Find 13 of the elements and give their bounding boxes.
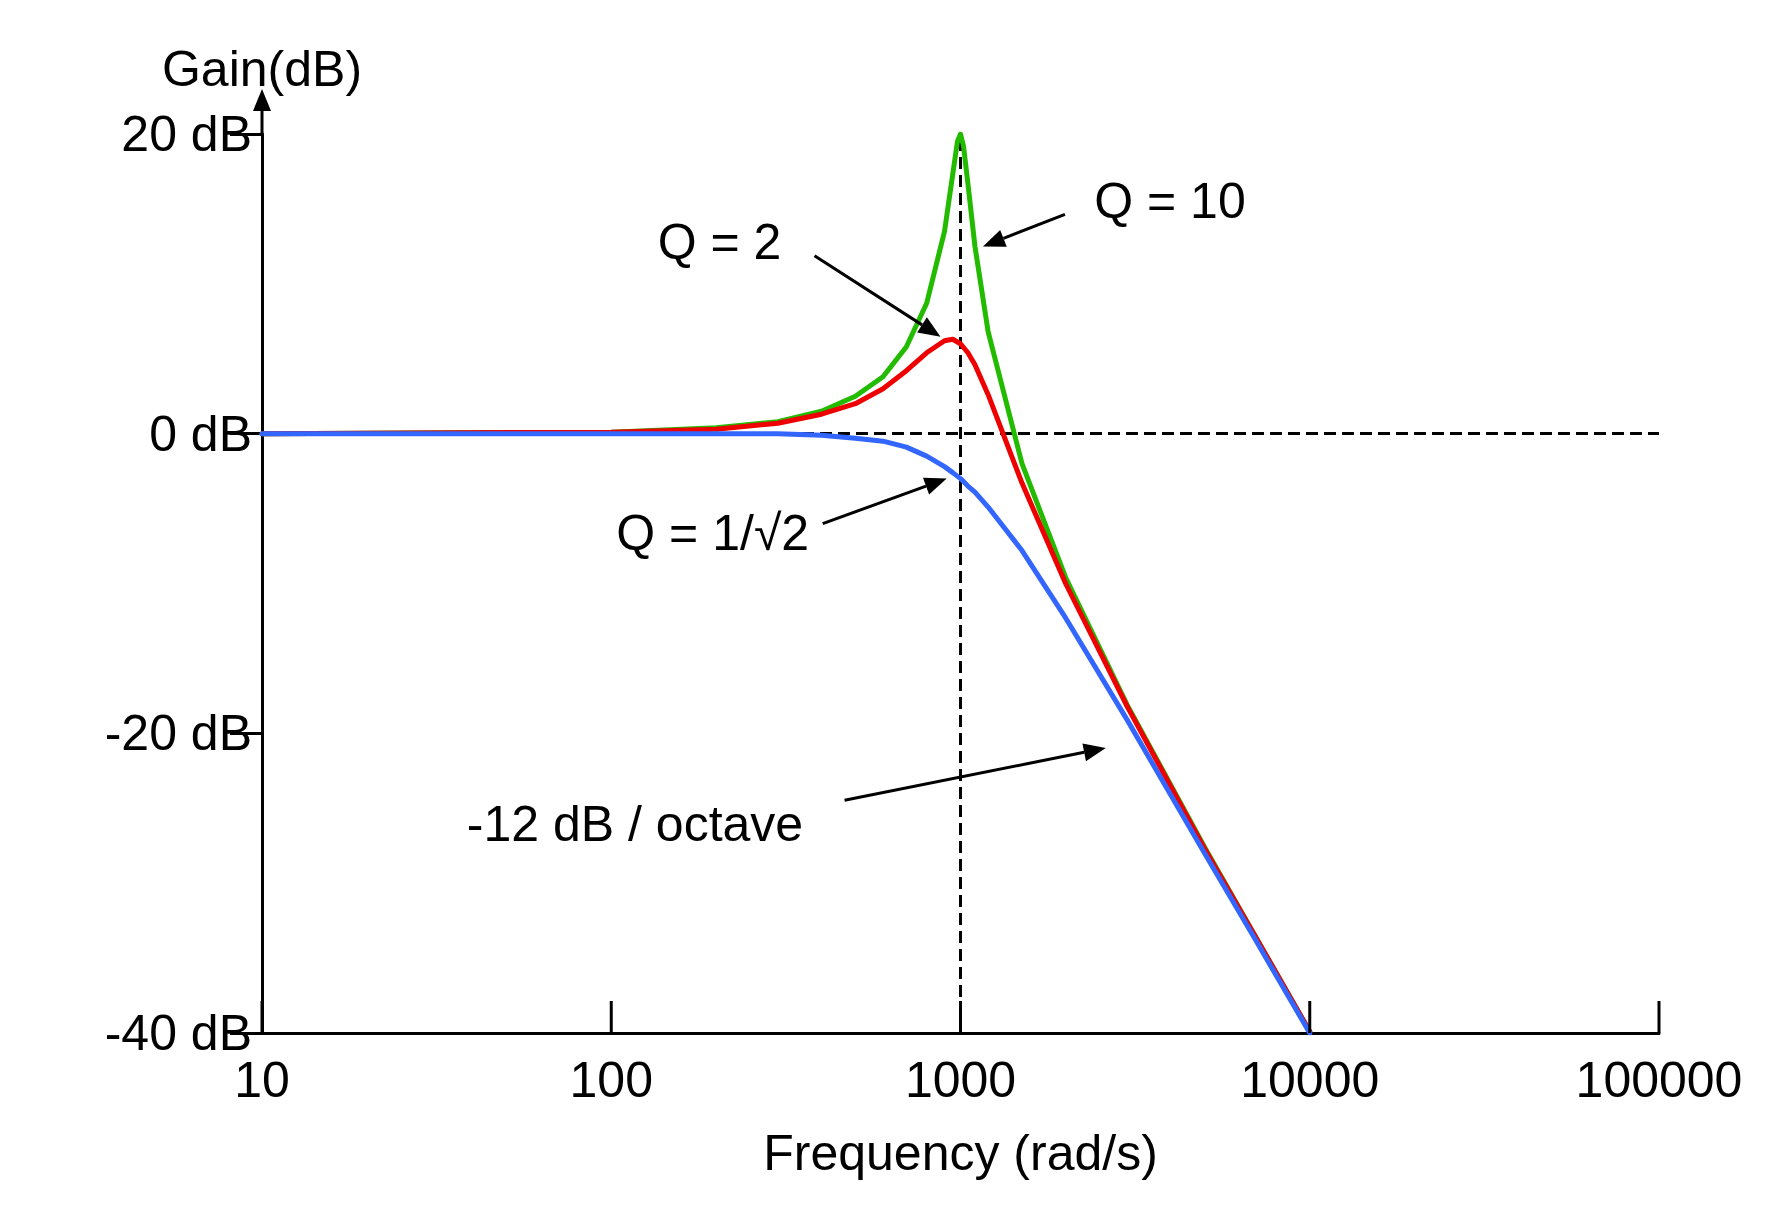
x-tick-label: 10000 bbox=[1240, 1052, 1380, 1108]
x-tick-label: 1000 bbox=[904, 1052, 1017, 1108]
y-tick-label: -20 dB bbox=[104, 705, 252, 762]
x-tick-label: 100000 bbox=[1575, 1052, 1743, 1108]
annotation: -12 dB / octave bbox=[466, 796, 804, 853]
text: Q = 10 bbox=[1094, 173, 1246, 230]
y-tick-label: 20 dB bbox=[121, 106, 252, 162]
x-axis-title: Frequency (rad/s) bbox=[763, 1125, 1158, 1181]
y-tick-label: 0 dB bbox=[149, 405, 252, 462]
y-axis-title: Gain(dB) bbox=[161, 41, 363, 97]
x-tick-label: 100 bbox=[569, 1052, 653, 1108]
series-label: Q = 1/√2 bbox=[616, 504, 810, 561]
text: Q = 2 bbox=[657, 213, 782, 270]
